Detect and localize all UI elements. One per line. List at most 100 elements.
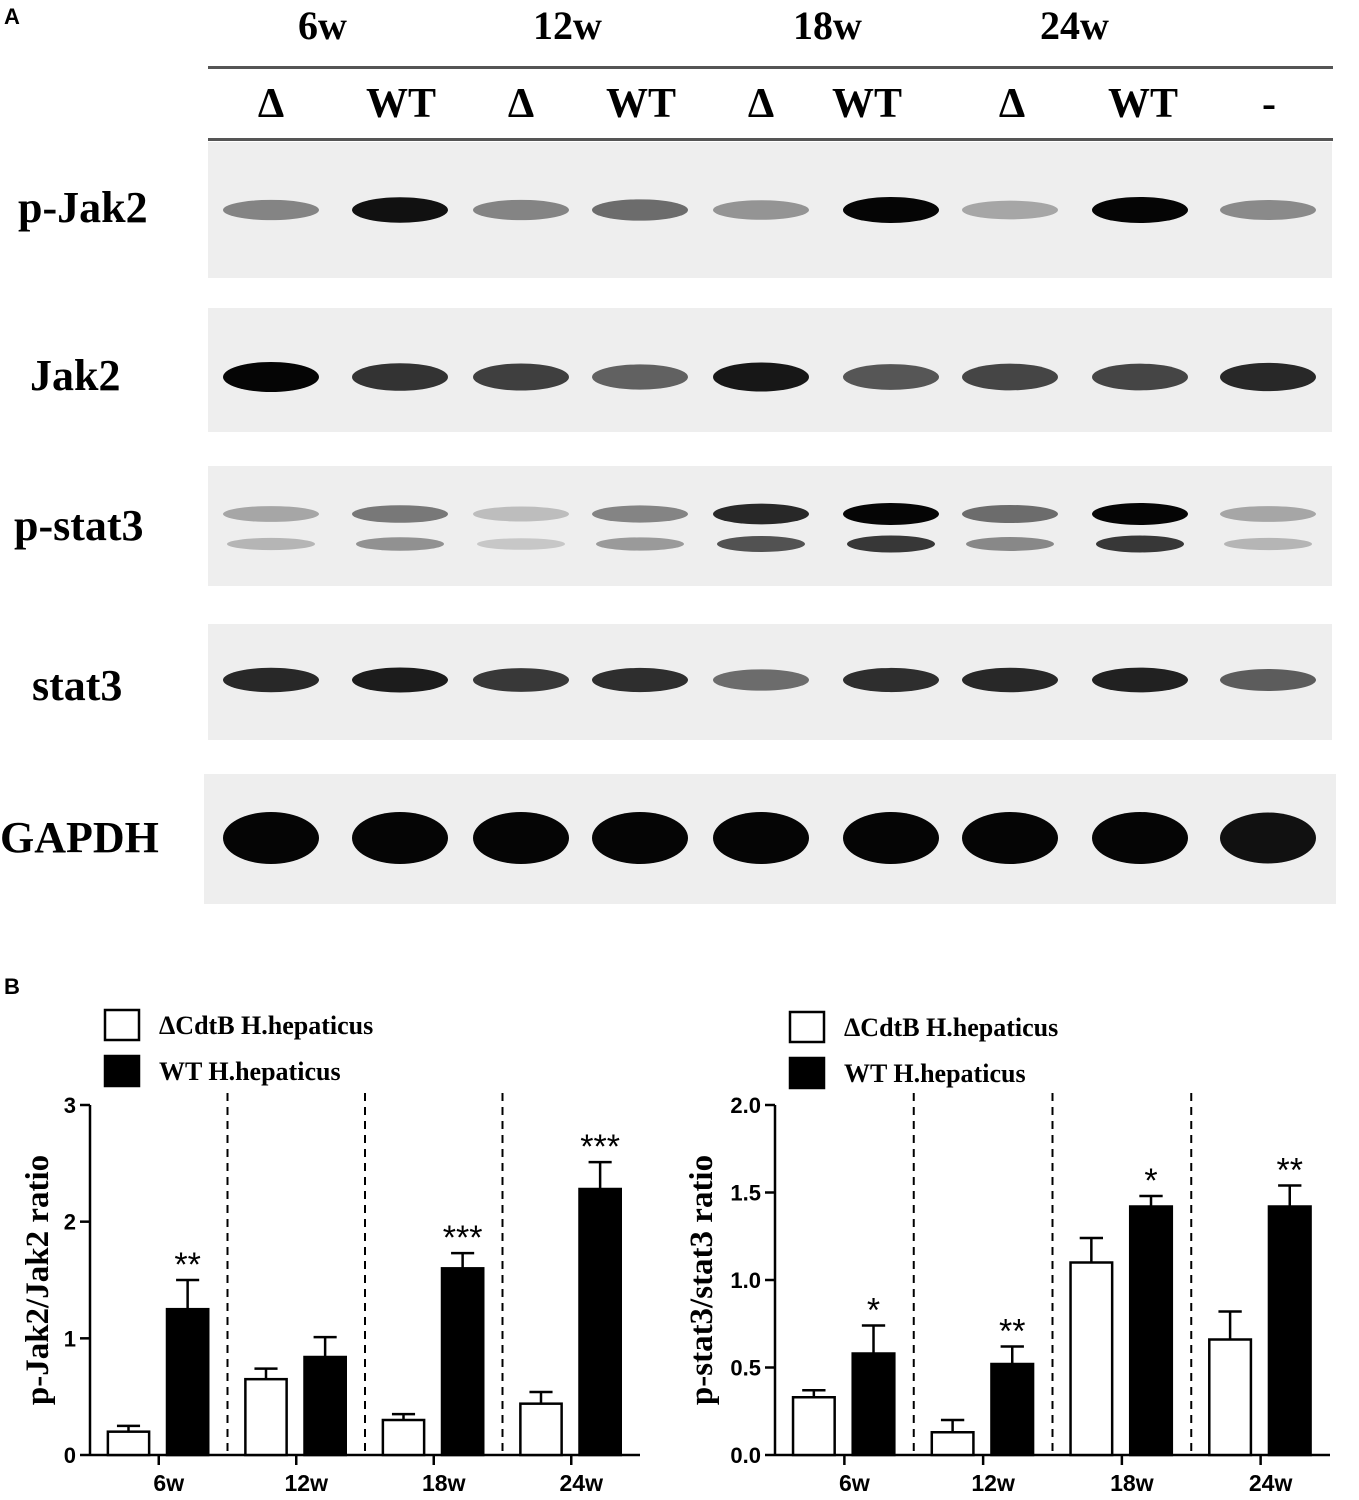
significance-label: *** [443, 1219, 483, 1257]
blot-band [473, 199, 569, 221]
bar [930, 1431, 975, 1457]
blot-band [473, 363, 569, 391]
blot-band [713, 669, 809, 691]
blot-band-lower [1224, 537, 1312, 551]
y-tick-label: 1 [64, 1326, 76, 1351]
x-tick-label: 6w [153, 1470, 184, 1496]
blot-label-stat3: stat3 [32, 661, 123, 710]
blot-band [223, 362, 319, 392]
blot-band [1220, 668, 1316, 692]
blot-band [713, 362, 809, 392]
blot-band-lower [477, 538, 565, 550]
blot-band [962, 667, 1058, 693]
y-tick-label: 2.0 [730, 1093, 761, 1118]
bar [244, 1377, 288, 1457]
blot-band [843, 812, 939, 864]
blot-band [713, 503, 809, 525]
bar [1069, 1261, 1114, 1457]
blot-band [962, 200, 1058, 220]
blot-band [223, 812, 319, 864]
blot-band [1220, 506, 1316, 522]
x-tick-label: 24w [560, 1470, 604, 1496]
blot-band [713, 812, 809, 864]
x-tick-label: 18w [422, 1470, 466, 1496]
y-tick-label: 0.0 [730, 1443, 761, 1468]
blot-band [473, 506, 569, 522]
blot-band [843, 364, 939, 390]
bar [851, 1352, 896, 1457]
x-tick-label: 6w [839, 1470, 870, 1496]
y-axis-label: p-stat3/stat3 ratio [684, 1155, 720, 1405]
legend-swatch [103, 1054, 141, 1088]
blot-band [473, 668, 569, 692]
chart-2: 0.0 0.5 1.0 1.5 2.0 p-stat3/stat3 ratio 6w 12w 1… [684, 1010, 1330, 1496]
blot-band-lower [227, 537, 315, 551]
blot-strip-p-stat3 [208, 466, 1332, 586]
bar [519, 1402, 563, 1457]
legend-label: WT H.hepaticus [159, 1057, 341, 1086]
significance-label: *** [580, 1128, 620, 1166]
y-tick-label: 3 [64, 1093, 76, 1118]
blot-band [223, 506, 319, 522]
y-axis-label: p-Jak2/Jak2 ratio [20, 1155, 56, 1405]
blot-band-lower [1096, 535, 1184, 553]
legend-label: ΔCdtB H.hepaticus [159, 1011, 373, 1040]
bar [440, 1267, 485, 1457]
lane-label: Δ [998, 81, 1026, 127]
blot-band [592, 364, 688, 390]
lane-divider-line [208, 138, 1333, 141]
significance-label: ** [174, 1246, 200, 1284]
lane-label: WT [365, 81, 436, 127]
blot-band [352, 363, 448, 391]
bar [165, 1307, 210, 1457]
legend-swatch [788, 1056, 826, 1090]
panel-a-letter: A [4, 4, 20, 29]
blot-band-lower [596, 537, 684, 551]
blot-band [962, 504, 1058, 524]
bar [303, 1355, 347, 1457]
blot-band [223, 199, 319, 221]
lane-label: Δ [507, 81, 535, 127]
y-tick-label: 2 [64, 1210, 76, 1235]
bar [1128, 1205, 1174, 1457]
blot-band [1092, 197, 1188, 223]
blot-band [713, 200, 809, 220]
blot-label-jak2: Jak2 [30, 351, 121, 400]
bar [578, 1187, 622, 1457]
x-tick-label: 12w [285, 1470, 329, 1496]
timepoint-label: 24w [1040, 3, 1109, 48]
blot-band [223, 667, 319, 693]
blot-band [352, 197, 448, 223]
significance-label: * [1144, 1162, 1157, 1200]
lane-label: - [1262, 81, 1276, 127]
blot-band-lower [717, 536, 805, 552]
blot-band [962, 363, 1058, 391]
blot-band [473, 812, 569, 864]
y-tick-label: 0 [64, 1443, 76, 1468]
blot-band-lower [966, 537, 1054, 551]
x-tick-label: 18w [1110, 1470, 1154, 1496]
timepoint-label: 6w [298, 3, 347, 48]
blot-band [592, 199, 688, 221]
blot-band [962, 812, 1058, 864]
bar [791, 1396, 836, 1457]
blot-band [592, 505, 688, 523]
blot-band [1220, 812, 1316, 864]
blot-band [843, 667, 939, 693]
blot-band [352, 812, 448, 864]
bar [106, 1430, 151, 1457]
legend-swatch [103, 1008, 141, 1042]
lane-label: WT [605, 81, 676, 127]
y-tick-label: 1.5 [730, 1181, 761, 1206]
blot-band [1092, 503, 1188, 525]
blot-band [352, 505, 448, 523]
blot-label-p-stat3: p-stat3 [14, 501, 144, 550]
blot-band [1092, 363, 1188, 391]
blot-band [1220, 362, 1316, 392]
y-tick-label: 0.5 [730, 1356, 761, 1381]
legend-label: WT H.hepaticus [844, 1059, 1026, 1088]
timepoint-label: 12w [533, 3, 602, 48]
